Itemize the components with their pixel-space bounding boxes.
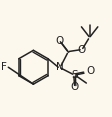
Text: N: N xyxy=(56,62,64,72)
Text: O: O xyxy=(77,45,86,55)
Text: O: O xyxy=(70,82,79,92)
Text: F: F xyxy=(1,62,7,72)
Text: S: S xyxy=(71,70,78,80)
Text: O: O xyxy=(55,36,64,46)
Text: O: O xyxy=(86,66,94,76)
